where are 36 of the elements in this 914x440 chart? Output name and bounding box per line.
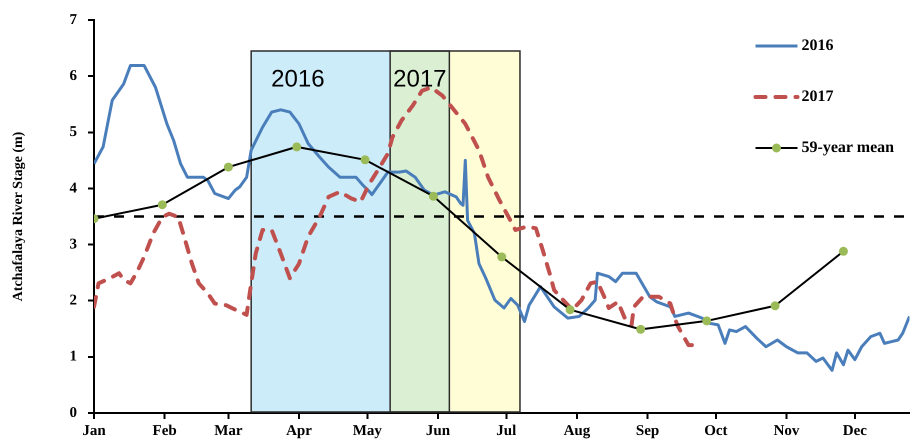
x-tick-label: May — [352, 422, 382, 439]
x-tick-label: Jan — [82, 422, 106, 439]
band-label: 2017 — [393, 66, 447, 93]
x-tick-label: Sep — [636, 422, 660, 439]
band-label: 2016 — [271, 66, 325, 93]
legend-label: 2016 — [802, 37, 834, 54]
x-tick-label: Feb — [152, 422, 177, 439]
point — [636, 324, 646, 334]
y-tick-label: 6 — [70, 68, 78, 84]
legend-label: 2017 — [802, 88, 834, 106]
legend-label: 59-year mean — [802, 139, 894, 156]
point — [566, 305, 575, 314]
point — [360, 155, 370, 164]
y-tick-label: 1 — [70, 348, 77, 365]
x-tick-label: Jun — [426, 422, 451, 439]
point — [770, 301, 780, 310]
x-tick-label: Dec — [842, 422, 868, 439]
x-tick-label: Apr — [286, 422, 312, 439]
point — [292, 142, 302, 152]
y-tick-label: 5 — [70, 124, 77, 140]
point — [224, 162, 233, 172]
x-tick-label: Nov — [774, 422, 800, 439]
y-tick-label: 7 — [70, 12, 78, 28]
x-tick-label: Mar — [214, 422, 243, 439]
point — [497, 252, 506, 262]
y-tick-label: 3 — [70, 236, 77, 252]
point — [702, 316, 712, 326]
y-tick-label: 4 — [70, 180, 78, 196]
y-tick-label: 0 — [70, 404, 77, 421]
point — [428, 192, 438, 201]
x-tick-label: Oct — [704, 422, 728, 439]
x-tick-label: Aug — [564, 422, 591, 439]
y-tick-label: 2 — [70, 292, 77, 309]
y-axis-title: Atchafalaya River Stage (m) — [11, 131, 26, 302]
point — [838, 246, 848, 256]
x-tick-label: Jul — [496, 422, 516, 439]
